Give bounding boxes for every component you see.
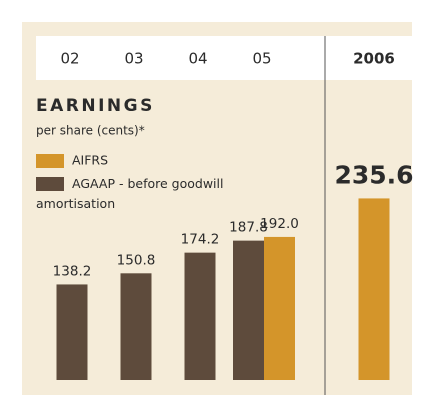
legend-swatch	[36, 154, 64, 168]
legend-swatch	[36, 177, 64, 191]
value-label: 192.0	[260, 216, 299, 232]
value-label: 174.2	[181, 232, 220, 248]
legend-label: AIFRS	[72, 153, 108, 168]
x-tick-label: 03	[124, 50, 143, 68]
chart-title: EARNINGS	[36, 96, 155, 116]
value-label: 187.8	[229, 220, 268, 236]
x-tick-label: 2006	[353, 50, 395, 68]
year-band	[36, 36, 412, 80]
bar	[184, 252, 216, 380]
bar	[56, 284, 88, 380]
bar	[120, 273, 152, 380]
highlight-value-label: 235.6	[334, 160, 413, 189]
x-tick-label: 05	[252, 50, 271, 68]
bar	[233, 240, 264, 380]
chart-subtitle: per share (cents)*	[36, 124, 145, 138]
x-tick-label: 02	[60, 50, 79, 68]
value-label: 138.2	[53, 263, 92, 279]
legend-label: AGAAP - before goodwill amortisation	[36, 176, 223, 211]
value-label: 150.8	[117, 252, 156, 268]
bar	[358, 198, 390, 380]
bar	[264, 236, 295, 380]
x-tick-label: 04	[188, 50, 207, 68]
